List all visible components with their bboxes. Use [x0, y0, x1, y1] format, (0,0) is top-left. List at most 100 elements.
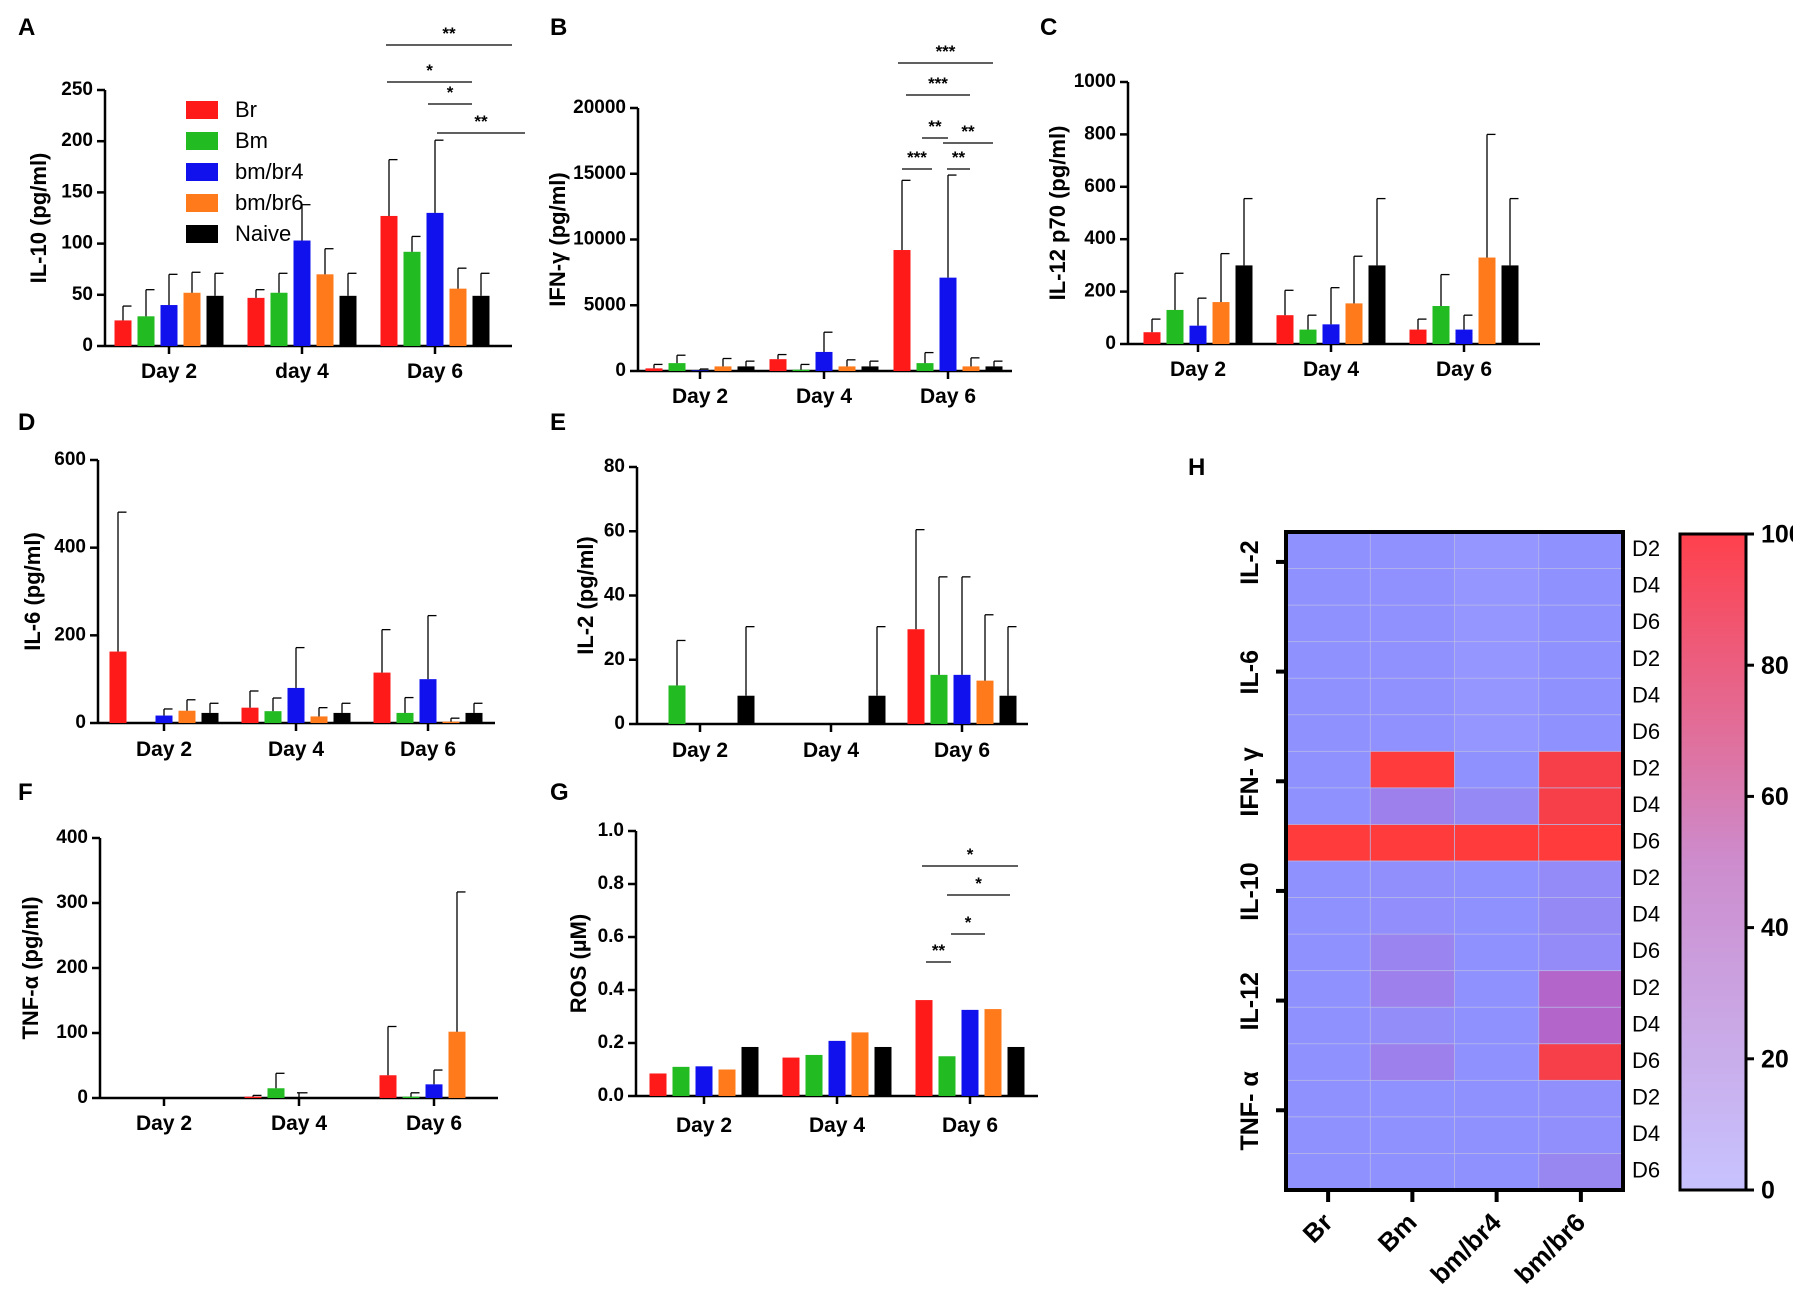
heatmap-cell	[1369, 824, 1456, 862]
heatmap-cell	[1369, 604, 1456, 643]
y-tick-label: 100	[61, 233, 93, 254]
y-tick-label: 15000	[573, 163, 626, 184]
y-tick-label: 150	[61, 181, 93, 202]
bar-bm-br4	[155, 715, 173, 723]
heatmap-cell	[1369, 1079, 1456, 1118]
category-label: Day 2	[136, 738, 192, 761]
panel-g: G 0.0 0.2 0.4 0.6 0.8 1.0 ROS (µM) Day 2 Day 4 Day…	[550, 779, 1038, 1137]
heatmap-cell	[1538, 897, 1624, 935]
bar-bm-br4	[828, 1040, 846, 1096]
bar-bm-br4	[160, 305, 178, 346]
heatmap-cell	[1454, 568, 1540, 606]
category-label: Day 6	[406, 1112, 462, 1135]
y-tick-label: 5000	[584, 294, 626, 315]
heatmap-row-label: D4	[1632, 682, 1660, 707]
bar-bm-br4	[426, 212, 444, 346]
bar-naive	[868, 695, 886, 724]
y-axis-title: IFN-γ (pg/ml)	[545, 172, 570, 306]
bar-br	[1409, 329, 1427, 344]
heatmap-cell	[1369, 714, 1456, 753]
bar-naive	[737, 695, 755, 724]
heatmap-cell	[1369, 531, 1456, 570]
heatmap-cell	[1369, 641, 1456, 680]
heatmap-row-label: D6	[1632, 938, 1660, 963]
category-label: Day 6	[934, 739, 990, 762]
bar-bm	[938, 1056, 956, 1096]
y-tick-label: 200	[56, 957, 88, 978]
heatmap-row-label: D6	[1632, 829, 1660, 854]
bar-naive	[206, 295, 224, 346]
y-tick-label: 0	[1105, 333, 1116, 354]
legend-swatch	[186, 101, 218, 119]
panel-letter: F	[18, 779, 33, 806]
bar-naive	[465, 712, 483, 723]
heatmap-cell	[1285, 714, 1372, 753]
category-label: Day 6	[400, 738, 456, 761]
legend-label: bm/br4	[235, 159, 303, 184]
bar-bm-br6	[838, 366, 856, 371]
heatmap-cell	[1538, 531, 1624, 570]
heatmap-cell	[1538, 1079, 1624, 1118]
heatmap-cell	[1285, 677, 1372, 716]
heatmap-row-label: D6	[1632, 609, 1660, 634]
bar-bm-br4	[1455, 329, 1473, 344]
heatmap-cell	[1285, 750, 1372, 789]
colorbar	[1678, 532, 1748, 1192]
bar-br	[241, 707, 259, 723]
y-axis-title: IL-10 (pg/ml)	[26, 153, 51, 284]
panel-h: H D2 D4 D6 D2 D4 D6 D2 D4 D6 D2 D4 D6 D2 D4 D6 D2 D4 D6 IL-…	[1188, 454, 1793, 1290]
bar-naive	[1368, 265, 1386, 344]
heatmap-cell	[1538, 750, 1624, 789]
heatmap-cell	[1285, 860, 1372, 899]
legend-swatch	[186, 132, 218, 150]
colorbar-tick-label: 20	[1761, 1045, 1789, 1073]
y-axis-title: IL-2 (pg/ml)	[573, 536, 598, 655]
heatmap-cell	[1285, 641, 1372, 680]
bar-naive	[333, 712, 351, 723]
panel-letter: H	[1188, 454, 1205, 481]
bar-bm	[403, 251, 421, 346]
bar-naive	[874, 1046, 892, 1096]
significance-label: **	[961, 122, 975, 141]
heatmap-cell	[1285, 970, 1372, 1009]
bar-bm-br4	[961, 1009, 979, 1096]
y-tick-label: 60	[604, 520, 625, 541]
bar-bm	[668, 363, 686, 371]
legend-label: Naive	[235, 221, 291, 246]
bar-naive	[1235, 265, 1253, 344]
heatmap-row-label: D4	[1632, 573, 1660, 598]
y-tick-label: 0.6	[598, 926, 624, 947]
heatmap-group-label: IL-6	[1236, 650, 1264, 694]
legend-label: Br	[235, 97, 257, 122]
significance-label: *	[967, 845, 974, 864]
category-label: Day 4	[803, 739, 859, 762]
y-tick-label: 10000	[573, 229, 626, 250]
panel-e: E 0 20 40 60 80 IL-2 (pg/ml) Day 2 Day 4 Day 6	[550, 409, 1028, 762]
heatmap-cell	[1369, 1153, 1456, 1191]
category-label: Day 6	[920, 385, 976, 408]
heatmap-cell	[1369, 677, 1456, 716]
heatmap-group-label: IL-2	[1236, 540, 1264, 584]
bar-bm	[396, 712, 414, 723]
y-tick-label: 80	[604, 456, 625, 477]
panel-letter: C	[1040, 14, 1057, 41]
category-label: Day 2	[1170, 358, 1226, 381]
y-tick-label: 0	[77, 1087, 88, 1108]
bar-naive	[999, 695, 1017, 724]
heatmap-cell	[1454, 714, 1540, 753]
heatmap-cell	[1285, 604, 1372, 643]
category-label: day 4	[275, 360, 329, 383]
bar-br	[915, 1000, 933, 1096]
y-tick-label: 0.0	[598, 1085, 624, 1106]
bar-bm	[668, 685, 686, 724]
y-tick-label: 600	[54, 449, 86, 470]
bar-bm-br6	[718, 1069, 736, 1096]
y-tick-label: 1.0	[598, 820, 624, 841]
bar-bm-br4	[419, 679, 437, 723]
bar-br	[1143, 332, 1161, 344]
bar-bm-br4	[287, 687, 305, 723]
bar-bm-br6	[962, 366, 980, 371]
bar-bm-br6	[851, 1032, 869, 1096]
significance-label: *	[975, 874, 982, 893]
category-label: Day 4	[1303, 358, 1359, 381]
